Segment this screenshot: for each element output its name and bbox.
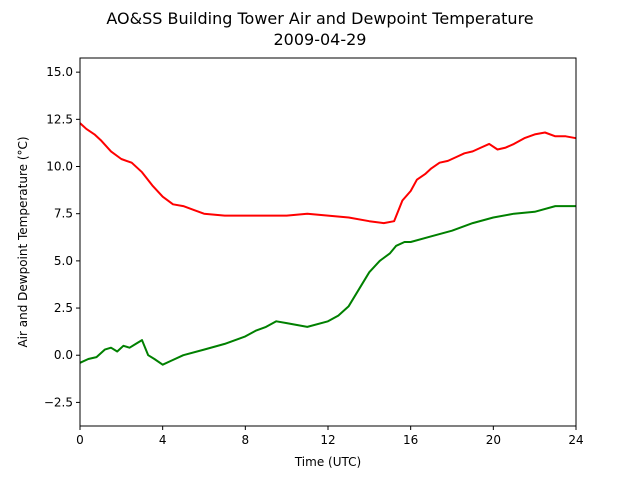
x-tick-label: 12 — [320, 433, 335, 447]
x-axis-label: Time (UTC) — [294, 455, 361, 469]
x-tick-label: 4 — [159, 433, 167, 447]
y-tick-label: 2.5 — [54, 301, 73, 315]
y-axis-label: Air and Dewpoint Temperature (°C) — [16, 136, 30, 347]
y-tick-label: 12.5 — [46, 112, 73, 126]
y-tick-label: 15.0 — [46, 65, 73, 79]
ticks-layer: 0 4 8 12 16 20 24 −2.5 0.0 2.5 5.0 7.5 10.0 12.5 15.0 — [44, 65, 584, 447]
chart-title: AO&SS Building Tower Air and Dewpoint Te… — [106, 9, 533, 28]
x-tick-label: 8 — [242, 433, 250, 447]
y-tick-label: 7.5 — [54, 207, 73, 221]
y-tick-label: −2.5 — [44, 395, 73, 409]
air-temperature-line — [79, 122, 577, 225]
x-tick-label: 0 — [76, 433, 84, 447]
x-tick-label: 24 — [568, 433, 583, 447]
y-tick-label: 10.0 — [46, 160, 73, 174]
plot-frame — [79, 57, 577, 427]
series-layer — [79, 122, 577, 366]
y-tick-label: 5.0 — [54, 254, 73, 268]
x-tick-label: 16 — [403, 433, 418, 447]
dewpoint-temperature-line — [79, 205, 576, 366]
chart-subtitle: 2009-04-29 — [274, 30, 367, 49]
y-tick-label: 0.0 — [54, 348, 73, 362]
x-tick-label: 20 — [486, 433, 501, 447]
